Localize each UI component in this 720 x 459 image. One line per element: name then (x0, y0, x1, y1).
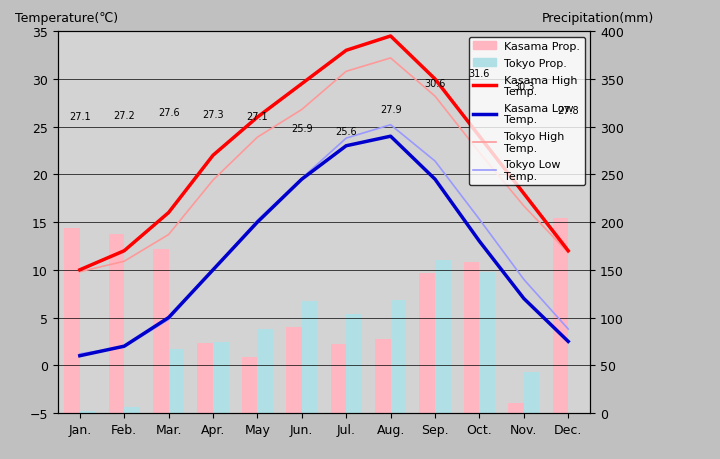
Tokyo High
Temp. (386, 56, 395, 62)
Kasama High
Temp. (342, 48, 351, 54)
Bar (480, 272, 495, 413)
Tokyo Low
Temp. (431, 159, 439, 164)
Bar (420, 274, 435, 413)
Tokyo High
Temp. (253, 135, 262, 140)
Bar (508, 403, 523, 413)
Kasama Low
Temp. (519, 296, 528, 302)
Text: 31.6: 31.6 (469, 69, 490, 79)
Kasama High
Temp. (431, 77, 439, 83)
Kasama High
Temp. (564, 248, 572, 254)
Text: 27.8: 27.8 (557, 106, 579, 116)
Tokyo Low
Temp. (209, 268, 217, 273)
Kasama Low
Temp. (164, 315, 173, 320)
Line: Kasama High
Temp.: Kasama High Temp. (80, 37, 568, 270)
Bar (568, 413, 584, 423)
Kasama High
Temp. (386, 34, 395, 39)
Kasama Low
Temp. (342, 144, 351, 149)
Tokyo High
Temp. (564, 250, 572, 256)
Kasama High
Temp. (475, 134, 484, 140)
Bar (553, 218, 568, 413)
Bar (330, 344, 346, 413)
Tokyo Low
Temp. (76, 351, 84, 357)
Tokyo Low
Temp. (253, 218, 262, 224)
Bar (258, 330, 273, 413)
Tokyo High
Temp. (120, 259, 128, 264)
Text: Temperature(℃): Temperature(℃) (15, 11, 118, 24)
Bar (213, 342, 228, 413)
Bar (124, 407, 140, 413)
Text: 27.2: 27.2 (113, 111, 135, 121)
Kasama High
Temp. (253, 115, 262, 121)
Bar (390, 301, 406, 413)
Kasama High
Temp. (164, 210, 173, 216)
Text: 27.3: 27.3 (202, 110, 224, 120)
Bar (153, 250, 168, 413)
Bar (168, 349, 184, 413)
Line: Kasama Low
Temp.: Kasama Low Temp. (80, 137, 568, 356)
Legend: Kasama Prop., Tokyo Prop., Kasama High
Temp., Kasama Low
Temp., Tokyo High
Temp.: Kasama Prop., Tokyo Prop., Kasama High T… (469, 38, 585, 186)
Tokyo High
Temp. (342, 69, 351, 75)
Tokyo High
Temp. (164, 232, 173, 238)
Kasama Low
Temp. (253, 220, 262, 225)
Text: 27.6: 27.6 (158, 107, 179, 118)
Tokyo Low
Temp. (342, 136, 351, 141)
Tokyo High
Temp. (475, 151, 484, 156)
Kasama Low
Temp. (475, 239, 484, 244)
Bar (287, 327, 302, 413)
Kasama Low
Temp. (564, 339, 572, 344)
Text: 27.1: 27.1 (246, 112, 269, 122)
Text: 30.3: 30.3 (513, 82, 534, 92)
Tokyo Low
Temp. (164, 317, 173, 323)
Tokyo Low
Temp. (386, 123, 395, 128)
Text: 27.1: 27.1 (69, 112, 91, 122)
Tokyo High
Temp. (209, 178, 217, 184)
Tokyo Low
Temp. (475, 217, 484, 223)
Text: Precipitation(mm): Precipitation(mm) (542, 11, 654, 24)
Tokyo High
Temp. (297, 107, 306, 113)
Tokyo High
Temp. (519, 204, 528, 209)
Bar (242, 357, 257, 413)
Text: 30.6: 30.6 (424, 79, 446, 89)
Bar (464, 263, 480, 413)
Bar (80, 411, 95, 413)
Bar (302, 301, 318, 413)
Tokyo Low
Temp. (297, 176, 306, 182)
Kasama High
Temp. (297, 82, 306, 87)
Kasama High
Temp. (76, 268, 84, 273)
Line: Tokyo Low
Temp.: Tokyo Low Temp. (80, 125, 568, 354)
Tokyo Low
Temp. (519, 277, 528, 282)
Kasama High
Temp. (120, 248, 128, 254)
Bar (109, 235, 124, 413)
Bar (197, 344, 213, 413)
Bar (435, 261, 451, 413)
Bar (64, 229, 80, 413)
Kasama Low
Temp. (431, 177, 439, 183)
Kasama Low
Temp. (386, 134, 395, 140)
Bar (346, 314, 361, 413)
Text: 25.9: 25.9 (291, 123, 312, 134)
Bar (523, 373, 539, 413)
Tokyo High
Temp. (431, 94, 439, 100)
Kasama Low
Temp. (209, 268, 217, 273)
Text: 27.9: 27.9 (379, 105, 402, 114)
Tokyo Low
Temp. (120, 345, 128, 350)
Kasama High
Temp. (519, 191, 528, 197)
Line: Tokyo High
Temp.: Tokyo High Temp. (80, 59, 568, 272)
Kasama Low
Temp. (120, 344, 128, 349)
Kasama High
Temp. (209, 153, 217, 159)
Bar (375, 340, 390, 413)
Kasama Low
Temp. (297, 177, 306, 183)
Tokyo Low
Temp. (564, 326, 572, 332)
Text: 25.6: 25.6 (336, 126, 357, 136)
Tokyo High
Temp. (76, 269, 84, 275)
Kasama Low
Temp. (76, 353, 84, 359)
